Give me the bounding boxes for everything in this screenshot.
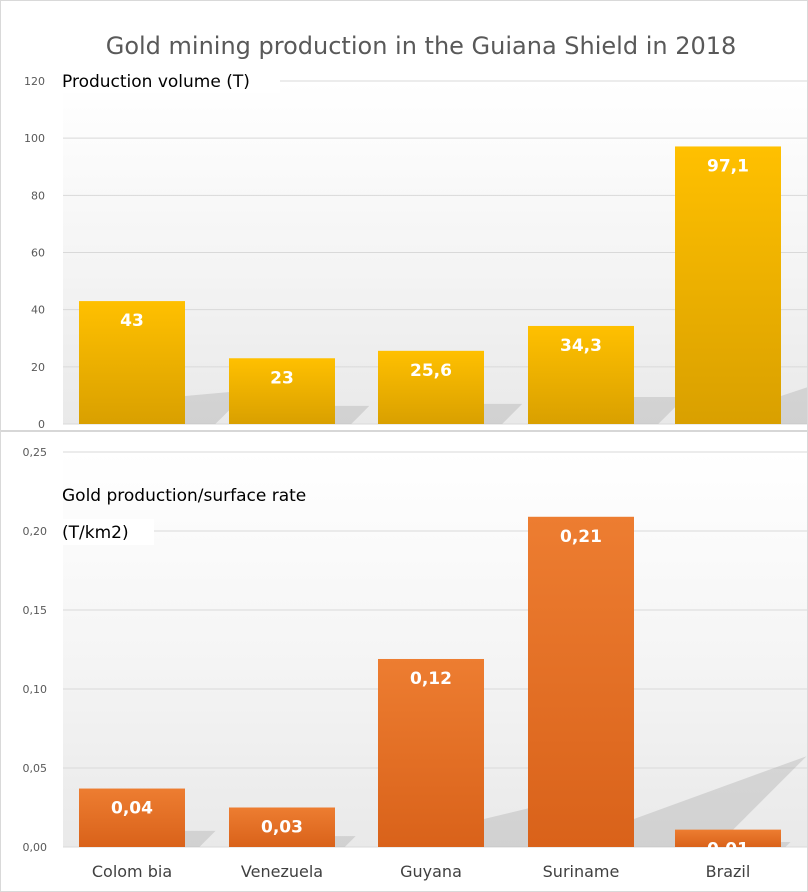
bottom-data-label: 0,01: [707, 840, 749, 860]
top-bar-colombia: [79, 301, 185, 424]
bottom-ytick-label: 0,25: [23, 446, 48, 459]
top-bar-brazil: [675, 146, 781, 425]
top-bar-shadow: [335, 405, 370, 424]
bottom-bar-guyana: [378, 658, 484, 847]
top-bar-suriname: [528, 325, 634, 424]
top-data-label: 97,1: [707, 156, 749, 176]
bottom-label-backdrop: [58, 519, 154, 545]
bottom-bar-brazil: [675, 829, 781, 847]
x-category-label: Brazil: [706, 862, 751, 881]
top-data-label: 43: [120, 311, 144, 331]
bottom-ytick-label: 0,00: [23, 841, 48, 854]
bottom-bar-shadow: [634, 756, 807, 847]
bottom-panel-label-line2: (T/km2): [62, 523, 129, 543]
bottom-ytick-label: 0,10: [23, 683, 48, 696]
top-ytick-label: 0: [38, 418, 45, 431]
top-panel-label: Production volume (T): [62, 72, 250, 92]
bottom-data-label: 0,03: [261, 818, 303, 838]
bottom-data-label: 0,12: [410, 669, 452, 689]
bottom-bar-shadow: [781, 842, 791, 847]
bottom-ytick-label: 0,15: [23, 604, 48, 617]
bottom-data-label: 0,04: [111, 799, 153, 819]
bottom-panel-label-line1: Gold production/surface rate: [62, 486, 306, 506]
top-data-label: 34,3: [560, 336, 602, 356]
bottom-bar-colombia: [79, 788, 185, 847]
top-data-label: 25,6: [410, 361, 452, 381]
x-category-label: Venezuela: [241, 862, 323, 881]
top-bar-shadow: [634, 397, 686, 424]
x-category-label: Guyana: [400, 862, 462, 881]
bottom-ytick-label: 0,05: [23, 762, 48, 775]
top-data-label: 23: [270, 368, 294, 388]
bottom-ytick-label: 0,20: [23, 525, 48, 538]
x-category-label: Colom bia: [92, 862, 172, 881]
top-ytick-label: 100: [24, 132, 45, 145]
top-ytick-label: 120: [24, 75, 45, 88]
bottom-bar-suriname: [528, 516, 634, 847]
top-bar-venezuela: [229, 358, 335, 424]
bottom-bar-venezuela: [229, 807, 335, 847]
top-bar-shadow: [781, 387, 807, 424]
top-bar-shadow: [484, 403, 523, 424]
x-category-label: Suriname: [543, 862, 620, 881]
top-ytick-label: 40: [31, 304, 45, 317]
top-bar-guyana: [378, 350, 484, 424]
bottom-bar-shadow: [335, 836, 356, 847]
bottom-bar-shadow: [185, 830, 216, 847]
top-ytick-label: 60: [31, 247, 45, 260]
top-label-backdrop: [58, 67, 280, 93]
top-ytick-label: 20: [31, 361, 45, 374]
bottom-data-label: 0,21: [560, 527, 602, 547]
top-ytick-label: 80: [31, 189, 45, 202]
chart-title: Gold mining production in the Guiana Shi…: [106, 32, 737, 60]
